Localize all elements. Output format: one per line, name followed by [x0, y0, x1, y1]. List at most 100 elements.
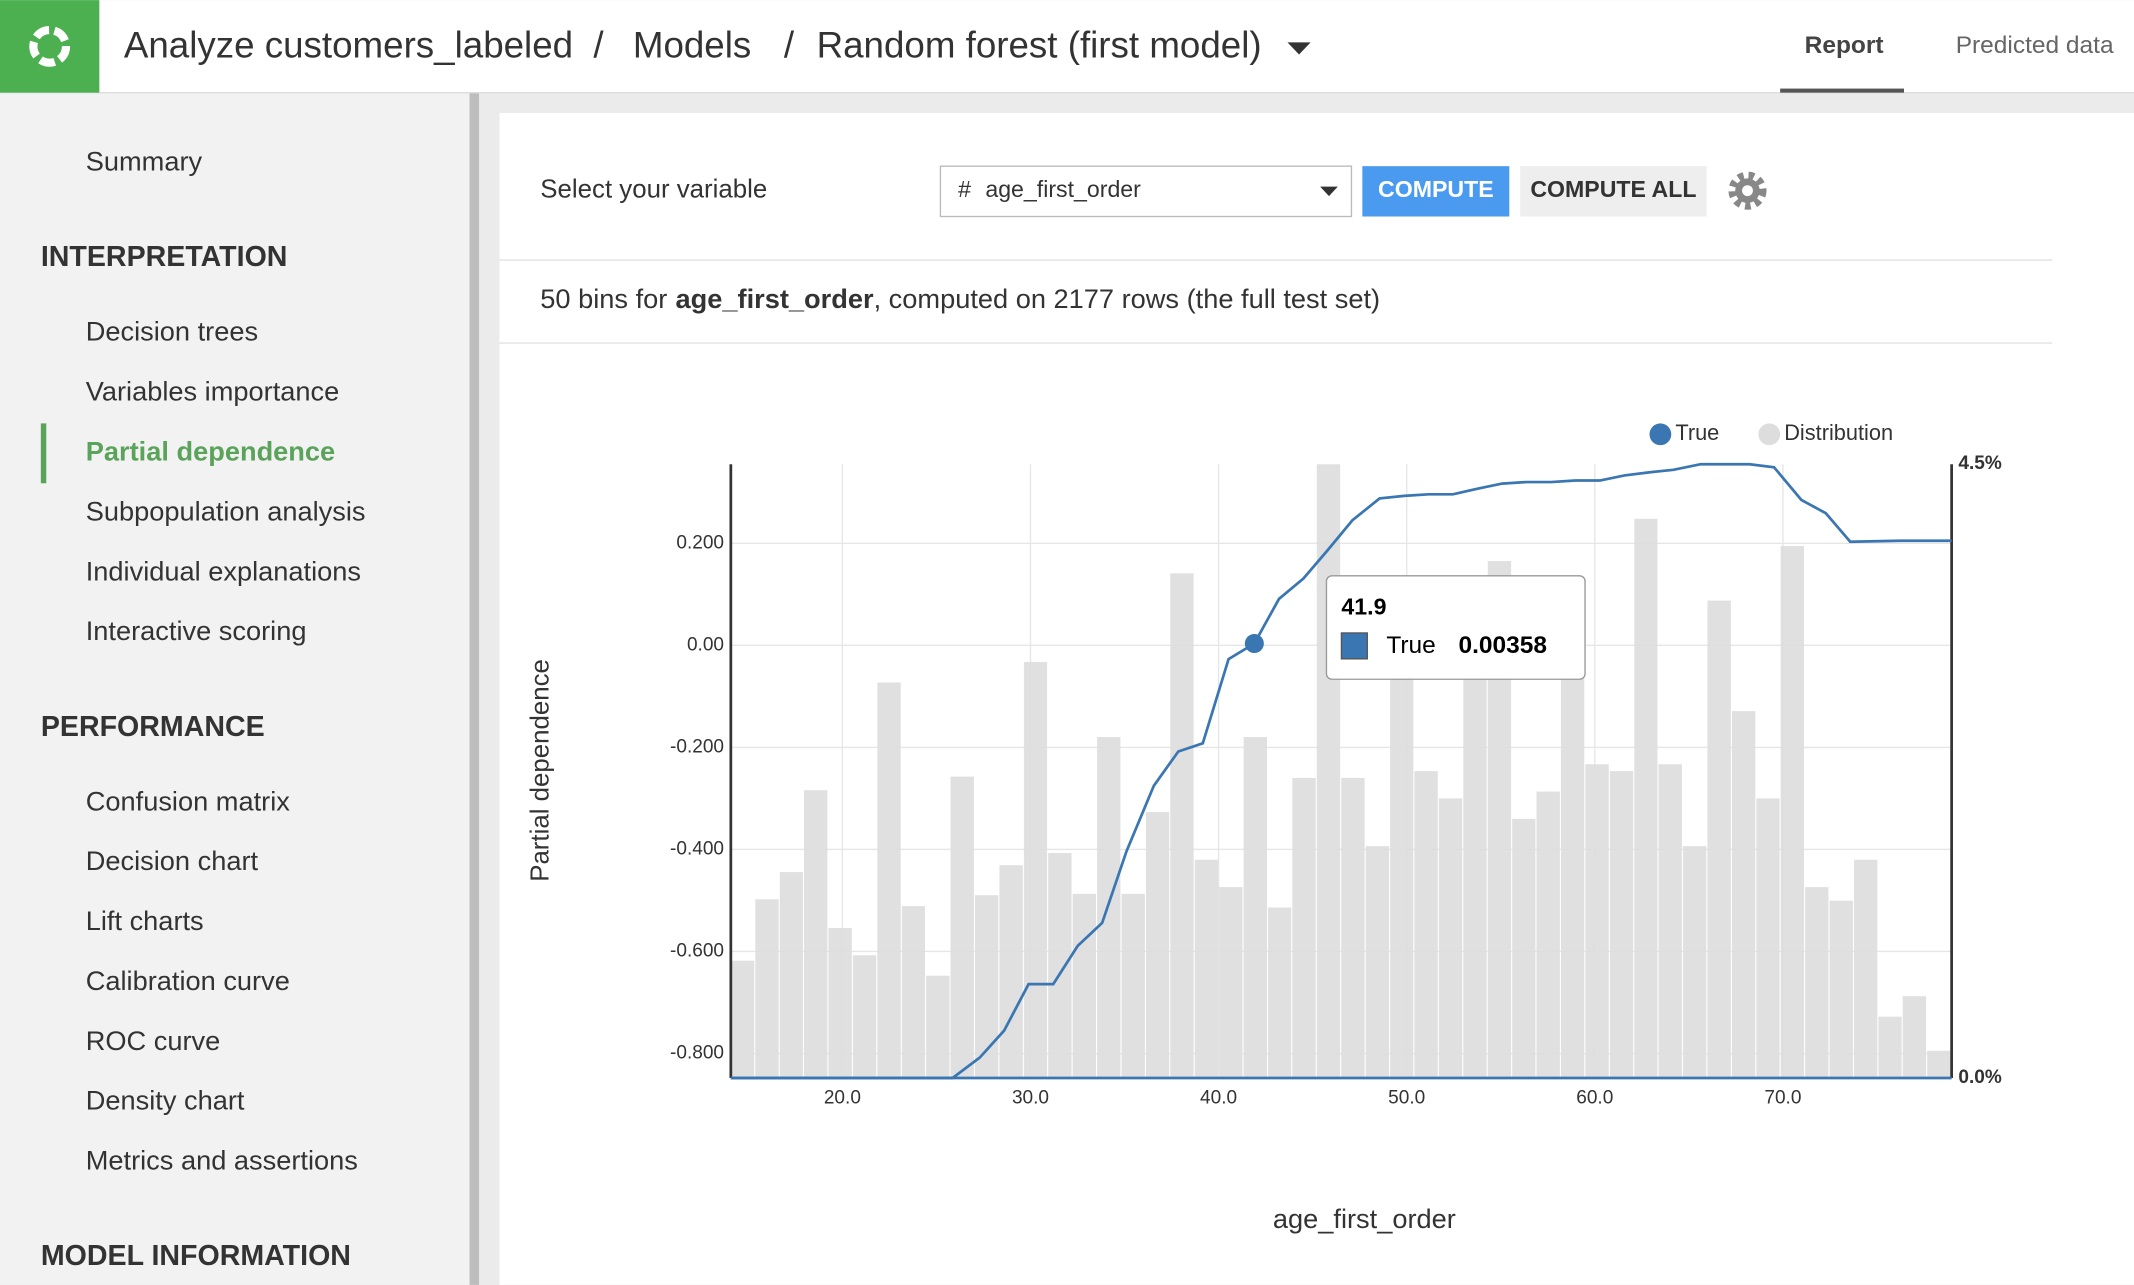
y-axis-title: Partial dependence — [526, 659, 554, 882]
distribution-bar — [974, 895, 999, 1079]
nav-section-title: PERFORMANCE — [41, 711, 265, 743]
distribution-bar — [1927, 1050, 1951, 1079]
nav-item[interactable]: Calibration curve — [86, 965, 290, 996]
info-line: 50 bins for age_first_order, computed on … — [540, 283, 1380, 314]
nav-item[interactable]: Individual explanations — [86, 555, 361, 586]
x-tick-label: 60.0 — [1576, 1087, 1613, 1108]
distribution-bar — [1585, 764, 1609, 1079]
distribution-bar — [1414, 771, 1438, 1079]
compute-button[interactable] — [1362, 166, 1510, 217]
distribution-bar — [926, 975, 950, 1079]
nav-item[interactable]: Decision chart — [86, 845, 259, 876]
nav-item[interactable]: Confusion matrix — [86, 785, 291, 816]
distribution-bar — [1316, 464, 1341, 1079]
distribution-bar — [1560, 663, 1585, 1079]
distribution-bar — [1121, 893, 1145, 1079]
distribution-bar — [1805, 887, 1829, 1079]
legend-label[interactable]: Distribution — [1784, 420, 1893, 445]
nav-item[interactable]: Subpopulation analysis — [86, 495, 366, 526]
breadcrumb-separator: / — [784, 24, 795, 65]
nav-item[interactable]: Metrics and assertions — [86, 1145, 358, 1176]
nav-item[interactable]: Partial dependence — [86, 436, 335, 467]
nav-item[interactable]: Lift charts — [86, 905, 204, 936]
y-tick-label: -0.400 — [670, 838, 724, 859]
distribution-bar — [1341, 777, 1365, 1079]
y2-tick-label: 4.5% — [1958, 453, 2001, 474]
nav-item[interactable]: Summary — [86, 146, 203, 177]
distribution-bar — [730, 960, 755, 1079]
y2-tick-label: 0.0% — [1958, 1067, 2001, 1088]
hover-point — [1244, 633, 1264, 654]
distribution-bar — [755, 899, 779, 1079]
nav-section-title: MODEL INFORMATION — [41, 1240, 351, 1272]
distribution-bar — [877, 682, 901, 1079]
tab[interactable]: Predicted data — [1956, 32, 2114, 59]
y-tick-label: -0.800 — [670, 1043, 724, 1064]
distribution-bar — [1243, 737, 1267, 1079]
gear-teeth — [1728, 171, 1767, 210]
x-tick-label: 50.0 — [1388, 1087, 1425, 1108]
legend-label[interactable]: True — [1675, 420, 1719, 445]
distribution-bar — [1463, 656, 1487, 1079]
scrollbar[interactable] — [469, 92, 480, 1285]
nav-item[interactable]: Density chart — [86, 1085, 245, 1116]
variable-select[interactable] — [939, 165, 1353, 218]
distribution-bar — [1145, 812, 1170, 1079]
distribution-bar — [1756, 798, 1780, 1079]
tab-underline — [1780, 88, 1904, 93]
distribution-bar — [1512, 818, 1536, 1079]
breadcrumb-item[interactable]: Models — [633, 24, 751, 65]
distribution-bar — [901, 906, 926, 1079]
legend-swatch[interactable] — [1649, 423, 1672, 446]
model-dropdown[interactable] — [1287, 42, 1311, 55]
sidebar — [0, 92, 470, 1285]
distribution-bar — [1390, 627, 1414, 1079]
nav-item[interactable]: ROC curve — [86, 1025, 221, 1056]
distribution-bar — [1438, 798, 1463, 1079]
distribution-bar — [1609, 771, 1634, 1079]
distribution-bar — [1048, 852, 1072, 1079]
select-label: Select your variable — [540, 175, 767, 203]
x-tick-label: 30.0 — [1012, 1087, 1049, 1108]
compute-label: COMPUTE — [1378, 176, 1494, 202]
x-axis-title: age_first_order — [1273, 1203, 1456, 1234]
y-tick-label: -0.200 — [670, 736, 724, 757]
distribution-bar — [1487, 561, 1512, 1079]
distribution-bar — [1365, 846, 1390, 1079]
distribution-bar — [1878, 1016, 1902, 1079]
distribution-bar — [1292, 777, 1316, 1079]
line-series — [730, 462, 1952, 1080]
nav-active-bar — [40, 423, 47, 484]
distribution-bar — [1854, 859, 1878, 1079]
distribution-bar — [1023, 661, 1048, 1079]
nav-item[interactable]: Variables importance — [86, 376, 340, 407]
header — [0, 0, 2134, 93]
distribution-bar — [779, 872, 803, 1079]
gear-hole — [1742, 185, 1753, 197]
nav-item[interactable]: Interactive scoring — [86, 615, 307, 646]
distribution-bar — [1731, 711, 1756, 1079]
distribution-bar — [1219, 887, 1243, 1079]
compute-all-button[interactable] — [1520, 166, 1707, 217]
info-suffix: , computed on 2177 rows (the full test s… — [874, 283, 1381, 314]
nav-section-title: INTERPRETATION — [41, 241, 288, 273]
breadcrumb-item[interactable]: Random forest (first model) — [817, 24, 1262, 65]
distribution-bar — [1658, 764, 1682, 1079]
legend-swatch[interactable] — [1758, 423, 1781, 446]
distribution-bar — [1902, 996, 1927, 1079]
compute-all-label: COMPUTE ALL — [1530, 176, 1696, 202]
tooltip — [1325, 575, 1586, 680]
nav-item[interactable]: Decision trees — [86, 316, 258, 347]
variable-value: age_first_order — [985, 176, 1141, 202]
distribution-bar — [950, 776, 974, 1079]
distribution-bar — [1536, 791, 1560, 1079]
breadcrumb-item[interactable]: Analyze customers_labeled — [124, 24, 573, 65]
distribution-bar — [1634, 518, 1658, 1079]
logo[interactable] — [0, 0, 100, 93]
select-caret — [1320, 186, 1338, 197]
distribution-bar — [1170, 573, 1194, 1079]
tab[interactable]: Report — [1805, 32, 1884, 59]
settings-gear[interactable] — [1728, 171, 1767, 210]
